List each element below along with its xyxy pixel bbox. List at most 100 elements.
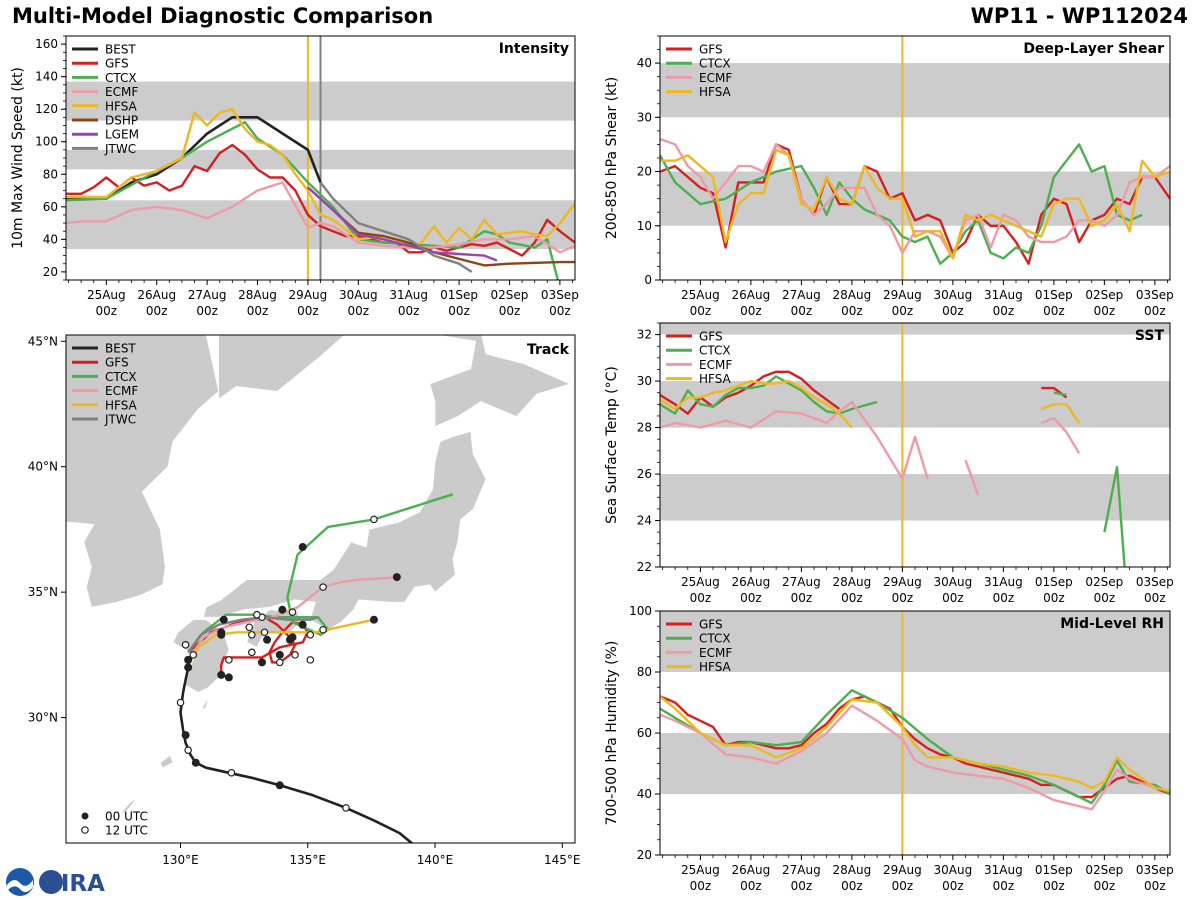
legend-label-ctcx: CTCX: [699, 632, 731, 646]
series-line-hfsa: [1040, 403, 1081, 424]
track-marker-12utc: [306, 630, 315, 639]
axes-frame: [659, 322, 1171, 568]
x-tick-label-hour: 00z: [690, 304, 712, 318]
legend-label-ctcx: CTCX: [699, 344, 731, 358]
track-marker-12utc: [370, 515, 378, 524]
legend-label-hfsa: HFSA: [105, 99, 138, 113]
x-tick-label-hour: 00z: [942, 304, 964, 318]
x-tick-label-day: 31Aug: [984, 863, 1023, 877]
track-marker-00utc: [298, 620, 307, 629]
legend-label-12utc: 12 UTC: [105, 824, 148, 838]
y-tick-label: 40: [637, 787, 652, 801]
x-tick-label-day: 29Aug: [883, 863, 922, 877]
land-sakhalin-north: [483, 316, 524, 334]
track-marker-00utc: [288, 633, 297, 642]
series-line-ctcx: [660, 375, 878, 415]
panel-rh: 20 40 60 80 100 25Aug 00z 26Aug 00z 27Aug 00z 28Aug…: [604, 604, 1174, 893]
panel-intensity: 20 40 60 80 100 120 140 160 25Aug 00z 26Aug 00z 27Au…: [10, 35, 579, 318]
track-marker-00utc: [219, 615, 228, 624]
track-marker-12utc: [227, 768, 236, 777]
x-tick-label-hour: 00z: [1094, 304, 1116, 318]
track-marker-12utc: [253, 610, 261, 619]
series-line-ecmf: [660, 400, 929, 480]
x-tick-label-hour: 00z: [196, 304, 218, 318]
track-marker-00utc: [191, 758, 200, 767]
x-tick-label-day: 25Aug: [681, 863, 720, 877]
legend-label-hfsa: HFSA: [699, 85, 732, 99]
series-line-hfsa: [66, 107, 575, 249]
track-marker-00utc: [263, 635, 272, 644]
y-tick-label: 30: [637, 374, 652, 388]
x-tick-label-day: 02Sep: [491, 288, 529, 302]
y-tick-label: 60: [43, 200, 58, 214]
track-marker-00utc: [181, 731, 190, 740]
track-marker-12utc: [342, 804, 350, 812]
y-axis-label: Sea Surface Temp (°C): [604, 366, 620, 524]
lat-tick-label: 30°N: [28, 711, 58, 725]
legend-label-ctcx: CTCX: [105, 370, 137, 384]
x-tick-label-day: 03Sep: [1136, 863, 1174, 877]
y-tick-label: 80: [637, 665, 652, 679]
y-tick-label: 20: [637, 165, 652, 179]
x-tick-label-day: 01Sep: [1035, 288, 1073, 302]
track-marker-12utc: [288, 608, 297, 617]
panel-sst: 22 24 26 28 30 32 25Aug 00z 26Aug 00z 27Aug 00z 28Au…: [604, 322, 1174, 605]
legend-label-00utc: 00 UTC: [105, 810, 148, 824]
track-marker-12utc: [247, 648, 256, 657]
series-line-ecmf: [964, 459, 980, 496]
x-tick-label-hour: 00z: [1144, 879, 1166, 893]
x-tick-label-hour: 00z: [499, 304, 521, 318]
legend-label-gfs: GFS: [699, 43, 723, 57]
land-kyushu: [172, 619, 230, 693]
series-group: [66, 107, 575, 280]
x-tick-label-hour: 00z: [791, 879, 813, 893]
x-tick-label-hour: 00z: [791, 591, 813, 605]
x-tick-label-day: 26Aug: [732, 863, 771, 877]
x-tick-label-hour: 00z: [247, 304, 269, 318]
x-tick-label-hour: 00z: [1043, 879, 1065, 893]
track-marker-12utc: [176, 698, 185, 707]
track-marker-00utc: [224, 673, 233, 682]
legend-label-ecmf: ECMF: [105, 85, 138, 99]
track-marker-00utc: [275, 781, 284, 790]
x-tick-label-hour: 00z: [1094, 591, 1116, 605]
cira-logo: CIRA: [6, 868, 105, 897]
x-tick-label-hour: 00z: [398, 304, 420, 318]
legend-label-gfs: GFS: [699, 618, 723, 632]
x-tick-label-day: 28Aug: [238, 288, 277, 302]
x-tick-label-day: 30Aug: [339, 288, 378, 302]
x-tick-label-hour: 00z: [942, 879, 964, 893]
legend-label-gfs: GFS: [105, 57, 129, 71]
panel-title: Mid-Level RH: [1060, 616, 1164, 632]
legend-label-gfs: GFS: [105, 356, 129, 370]
track-marker-12utc: [291, 651, 299, 659]
x-tick-label-hour: 00z: [942, 591, 964, 605]
x-tick-label-hour: 00z: [690, 591, 712, 605]
lon-tick-label: 130°E: [162, 853, 199, 867]
track-marker-00utc: [278, 605, 287, 614]
threshold-band: [660, 611, 1170, 672]
legend-label-ctcx: CTCX: [699, 57, 731, 71]
threshold-band: [660, 323, 1170, 335]
panel-shear: 0 10 20 30 40 25Aug 00z 26Aug 00z 27Aug 00z 28Aug 00…: [604, 35, 1174, 318]
y-tick-label: 32: [637, 328, 652, 342]
map-frame: [65, 334, 576, 844]
x-tick-label-day: 25Aug: [681, 575, 720, 589]
land-primorye: [218, 335, 346, 400]
legend-marker-00utc: [81, 812, 89, 820]
x-tick-label-hour: 00z: [993, 591, 1015, 605]
x-tick-label-hour: 00z: [690, 879, 712, 893]
x-tick-label-hour: 00z: [841, 304, 863, 318]
lat-tick-label: 35°N: [28, 585, 58, 599]
series-line-gfs: [66, 143, 575, 257]
panel-title: SST: [1135, 328, 1165, 344]
legend-label-ecmf: ECMF: [105, 384, 138, 398]
cira-logo-text: CIRA: [44, 871, 105, 897]
y-tick-label: 140: [35, 70, 58, 84]
x-tick-label-day: 25Aug: [87, 288, 126, 302]
track-line-best: [179, 659, 414, 843]
land-sakhalin-hokkaido: [429, 335, 571, 428]
series-line-hfsa: [660, 379, 853, 429]
x-tick-label-day: 31Aug: [984, 575, 1023, 589]
